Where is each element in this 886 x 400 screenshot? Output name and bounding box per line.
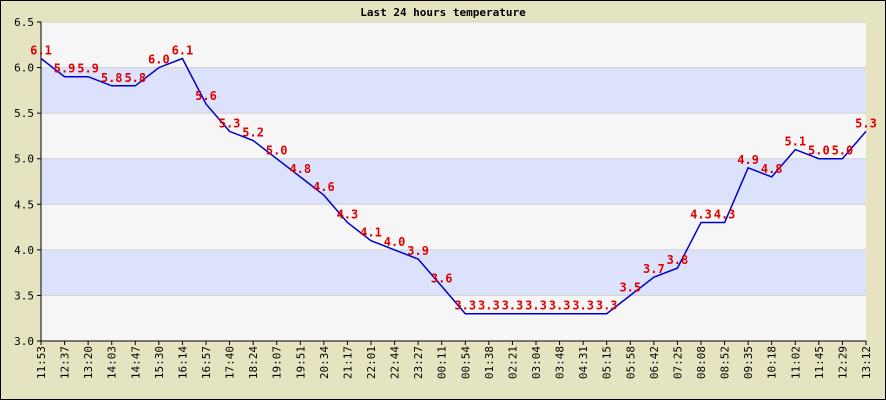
x-tick-label: 11:53 (35, 346, 48, 379)
data-label: 3.5 (619, 280, 641, 294)
data-label: 4.3 (714, 208, 736, 222)
data-label: 5.3 (855, 116, 877, 130)
x-tick-label: 23:27 (412, 346, 425, 379)
x-tick-label: 13:12 (860, 346, 873, 379)
data-label: 4.9 (737, 153, 759, 167)
data-label: 5.0 (266, 144, 288, 158)
y-tick-label: 3.0 (14, 335, 34, 348)
x-tick-label: 08:08 (695, 346, 708, 379)
data-label: 5.6 (195, 89, 217, 103)
data-label: 5.2 (242, 125, 264, 139)
y-tick-label: 4.0 (14, 244, 34, 257)
x-tick-label: 15:30 (153, 346, 166, 379)
plot-band (41, 158, 866, 205)
data-label: 4.1 (360, 226, 382, 240)
x-tick-label: 04:31 (577, 346, 590, 379)
plot-band (41, 113, 866, 159)
x-tick-label: 12:37 (59, 346, 72, 379)
x-tick-label: 05:15 (601, 346, 614, 379)
x-tick-label: 18:24 (247, 346, 260, 379)
data-label: 3.8 (667, 253, 689, 267)
x-tick-label: 14:47 (129, 346, 142, 379)
x-tick-label: 22:44 (389, 346, 402, 379)
data-label: 5.3 (219, 116, 241, 130)
data-label: 5.9 (77, 62, 99, 76)
x-tick-label: 19:51 (294, 346, 307, 379)
data-label: 4.0 (384, 235, 406, 249)
data-label: 5.0 (832, 144, 854, 158)
data-label: 3.3 (596, 299, 618, 313)
x-tick-label: 03:04 (530, 346, 543, 379)
data-label: 5.0 (808, 144, 830, 158)
data-label: 5.8 (101, 71, 123, 85)
data-label: 4.6 (313, 180, 335, 194)
data-label: 5.9 (54, 62, 76, 76)
x-tick-label: 17:40 (224, 346, 237, 379)
x-tick-label: 19:07 (271, 346, 284, 379)
x-tick-label: 12:29 (836, 346, 849, 379)
data-label: 3.3 (525, 299, 547, 313)
x-tick-label: 07:25 (671, 346, 684, 379)
x-tick-label: 11:45 (813, 346, 826, 379)
x-tick-label: 10:18 (766, 346, 779, 379)
x-tick-label: 06:42 (648, 346, 661, 379)
data-label: 4.3 (337, 208, 359, 222)
data-label: 3.6 (431, 271, 453, 285)
x-tick-label: 05:58 (624, 346, 637, 379)
data-label: 3.3 (478, 299, 500, 313)
y-tick-label: 6.5 (14, 16, 34, 29)
plot-band (41, 295, 866, 341)
y-tick-label: 3.5 (14, 289, 34, 302)
data-label: 5.8 (124, 71, 146, 85)
data-label: 6.0 (148, 53, 170, 67)
data-label: 3.3 (572, 299, 594, 313)
plot-band (41, 249, 866, 296)
y-tick-label: 6.0 (14, 62, 34, 75)
data-label: 3.3 (454, 299, 476, 313)
y-tick-label: 5.0 (14, 153, 34, 166)
temperature-series-line (40, 57, 867, 315)
data-label: 3.3 (549, 299, 571, 313)
data-label: 6.1 (172, 43, 194, 57)
x-tick-label: 02:21 (506, 346, 519, 379)
plot-band (41, 204, 866, 250)
x-tick-label: 11:02 (789, 346, 802, 379)
y-tick-label: 5.5 (14, 107, 34, 120)
x-tick-label: 20:34 (318, 346, 331, 379)
data-label: 5.1 (784, 135, 806, 149)
x-tick-label: 08:52 (719, 346, 732, 379)
x-tick-label: 03:48 (554, 346, 567, 379)
x-tick-label: 01:38 (483, 346, 496, 379)
x-tick-label: 21:17 (341, 346, 354, 379)
data-label: 4.8 (289, 162, 311, 176)
x-tick-label: 16:14 (176, 346, 189, 379)
data-label: 4.3 (690, 208, 712, 222)
y-tick-label: 4.5 (14, 198, 34, 211)
x-tick-label: 16:57 (200, 346, 213, 379)
data-label: 3.9 (407, 244, 429, 258)
data-label: 6.1 (30, 43, 52, 57)
x-tick-label: 22:01 (365, 346, 378, 379)
x-tick-label: 00:11 (436, 346, 449, 379)
x-tick-label: 09:35 (742, 346, 755, 379)
plot-band (41, 67, 866, 114)
x-tick-label: 00:54 (459, 346, 472, 379)
x-tick-label: 13:20 (82, 346, 95, 379)
chart-title: Last 24 hours temperature (360, 6, 526, 19)
data-label: 3.7 (643, 262, 665, 276)
x-tick-label: 14:03 (106, 346, 119, 379)
data-label: 3.3 (502, 299, 524, 313)
data-label: 4.8 (761, 162, 783, 176)
